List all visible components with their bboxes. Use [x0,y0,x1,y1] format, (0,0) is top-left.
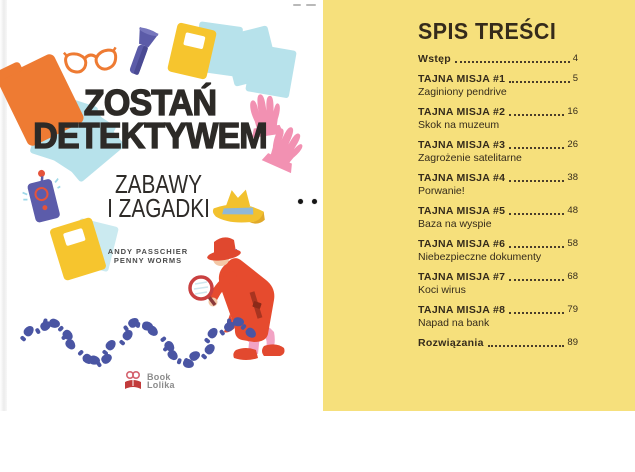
toc-entry-page-number: 89 [567,337,578,348]
toc-entry-label: Wstęp [418,53,451,65]
toc-entry-subtitle: Zaginiony pendrive [418,86,507,98]
toc-entry: Wstęp 4 [418,53,578,65]
rubber-gloves-icon [250,94,284,138]
detective-character-icon [188,237,285,360]
toc-entry: TAJNA MISJA #7 68 Koci wirus [418,271,578,296]
toc-dot-leader [509,147,565,149]
fedora-hat-icon [212,189,265,224]
toc-entry: TAJNA MISJA #5 48 Baza na wyspie [418,205,578,230]
toc-dot-leader [509,81,570,83]
toc-entry-subtitle: Porwanie! [418,185,465,197]
toc-entry-page-number: 16 [567,106,578,117]
toc-dot-leader [509,279,565,281]
toc-entry: TAJNA MISJA #4 38 Porwanie! [418,172,578,197]
toc-list: Wstęp 4 TAJNA MISJA #1 5 Zaginiony pendrive T… [418,53,578,349]
detective-glasses-icon [62,46,118,74]
cover-left-edge [0,0,7,411]
cover-subtitle-line2: I ZAGADKI [107,193,210,223]
toc-entry-subtitle: Koci wirus [418,284,466,296]
cover-title-line1: ZOSTAŃ [83,82,218,123]
toc-entry-label: TAJNA MISJA #1 [418,73,506,85]
cover-authors: Andy Passchier Penny Worms [78,247,218,265]
toc-entry-label: TAJNA MISJA #8 [418,304,506,316]
toc-entry: TAJNA MISJA #6 58 Niebezpieczne dokumenty [418,238,578,263]
toc-entry: Rozwiązania 89 [418,337,578,349]
binding-dot [312,199,317,204]
toc-entry-subtitle: Napad na bank [418,317,490,329]
toc-dot-leader [509,312,565,314]
toc-entry-subtitle: Skok na muzeum [418,119,500,131]
toc-entry-page-number: 26 [567,139,578,150]
toc-dot-leader [455,61,570,63]
publisher-name-line1: Book [147,372,171,382]
toc-entry-label: Rozwiązania [418,337,484,349]
publisher-logo-icon [125,370,141,389]
binding-dot [298,199,303,204]
author-name: Penny Worms [113,256,183,265]
rubber-gloves-icon [261,127,303,174]
toc-entry-label: TAJNA MISJA #5 [418,205,506,217]
toc-entry-page-number: 48 [567,205,578,216]
toc-entry-label: TAJNA MISJA #7 [418,271,506,283]
cover-title: ZOSTAŃ DETEKTYWEM [0,82,300,156]
toc-entry-page-number: 68 [567,271,578,282]
toc-dot-leader [487,345,565,347]
toc-entry-page-number: 58 [567,238,578,249]
gutter-dash [293,4,301,6]
toc-entry-label: TAJNA MISJA #3 [418,139,506,151]
toc-entry-subtitle: Zagrożenie satelitarne [418,152,522,164]
toc-dot-leader [509,180,565,182]
toc-entry-page-number: 5 [572,73,578,84]
toc-heading: SPIS TREŚCI [418,18,557,44]
toc-dot-leader [509,114,565,116]
toc-entry-page-number: 79 [567,304,578,315]
publisher-name-line2: Lolika [147,380,175,390]
toc-entry-label: TAJNA MISJA #6 [418,238,506,250]
toc-entry: TAJNA MISJA #8 79 Napad na bank [418,304,578,329]
book-cover-page: ZOSTAŃ DETEKTYWEM ZABAWY I ZAGADKI Andy … [0,0,308,411]
toc-entry: TAJNA MISJA #1 5 Zaginiony pendrive [418,73,578,98]
flashlight-icon [129,27,159,75]
walkie-talkie-icon [22,169,62,223]
toc-page: SPIS TREŚCI Wstęp 4 TAJNA MISJA #1 5 Zaginio… [323,0,635,411]
toc-dot-leader [509,213,565,215]
toc-entry-subtitle: Baza na wyspie [418,218,492,230]
toc: SPIS TREŚCI Wstęp 4 TAJNA MISJA #1 5 Zaginio… [418,18,578,357]
toc-entry: TAJNA MISJA #3 26 Zagrożenie satelitarne [418,139,578,164]
publisher-logo: Book Lolika [122,366,202,396]
toc-dot-leader [509,246,565,248]
toc-entry: TAJNA MISJA #2 16 Skok na muzeum [418,106,578,131]
book-spread: { "cover": { "title_line1": "ZOSTAŃ", "t… [0,0,635,411]
gutter-dash [306,4,316,6]
cover-title-line2: DETEKTYWEM [33,115,269,156]
toc-entry-subtitle: Niebezpieczne dokumenty [418,251,542,263]
toc-entry-label: TAJNA MISJA #2 [418,106,506,118]
toc-entry-page-number: 38 [567,172,578,183]
footprint-icon [140,319,161,339]
toc-entry-page-number: 4 [572,53,578,64]
cover-subtitle-line1: ZABAWY [114,169,203,199]
cover-subtitle: ZABAWY I ZAGADKI [16,169,301,223]
author-name: Andy Passchier [107,247,189,256]
toc-entry-label: TAJNA MISJA #4 [418,172,506,184]
